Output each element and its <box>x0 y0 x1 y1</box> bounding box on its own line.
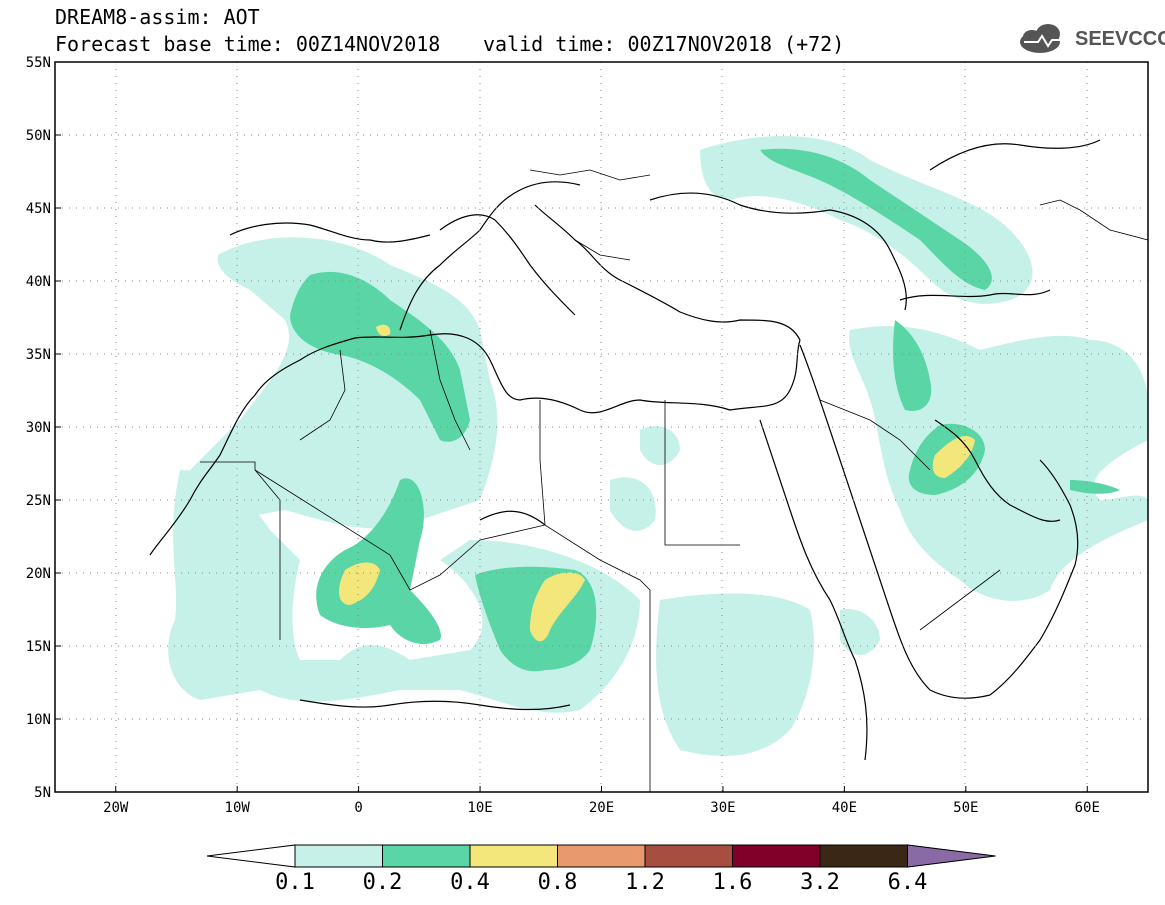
colorbar-level-label: 0.2 <box>363 870 403 895</box>
borders <box>200 169 1148 792</box>
latitude-axis: 55N 50N 45N 40N 35N 30N 25N 20N 15N 10N 5N <box>26 55 61 801</box>
coastlines <box>149 139 1101 761</box>
lon-tick-label: 60E <box>1075 800 1100 816</box>
logo-text: SEEVCCC <box>1075 28 1165 50</box>
lat-tick-label: 25N <box>26 493 51 509</box>
colorbar-swatch <box>382 844 471 868</box>
lat-tick-label: 15N <box>26 639 51 655</box>
lat-tick-label: 55N <box>26 55 51 71</box>
map-title: DREAM8-assim: AOT <box>55 5 260 29</box>
lat-tick-label: 10N <box>26 712 51 728</box>
graticule <box>55 62 1148 792</box>
lat-tick-label: 50N <box>26 128 51 144</box>
lat-tick-label: 30N <box>26 420 51 436</box>
colorbar-level-label: 0.1 <box>275 870 315 895</box>
colorbar: 0.1 0.2 0.4 0.8 1.2 1.6 3.2 6.4 <box>206 844 996 895</box>
colorbar-level-label: 0.8 <box>538 870 578 895</box>
colorbar-level-label: 3.2 <box>800 870 840 895</box>
lon-tick-label: 50E <box>953 800 978 816</box>
colorbar-level-label: 1.6 <box>713 870 753 895</box>
longitude-axis: 20W 10W 0 10E 20E 30E 40E 50E 60E <box>103 786 1100 816</box>
cloud-icon <box>1020 24 1062 53</box>
colorbar-level-label: 6.4 <box>888 870 928 895</box>
lat-tick-label: 5N <box>34 785 51 801</box>
colorbar-under-arrow <box>206 844 296 868</box>
colorbar-swatch <box>732 844 821 868</box>
colorbar-over-arrow <box>907 844 996 868</box>
lat-tick-label: 45N <box>26 201 51 217</box>
lat-tick-label: 40N <box>26 274 51 290</box>
lon-tick-label: 20W <box>103 800 129 816</box>
colorbar-swatch <box>469 844 558 868</box>
colorbar-swatch <box>557 844 646 868</box>
colorbar-level-label: 1.2 <box>625 870 665 895</box>
lon-tick-label: 0 <box>354 800 362 816</box>
colorbar-swatch <box>644 844 733 868</box>
lon-tick-label: 10W <box>225 800 251 816</box>
lat-tick-label: 35N <box>26 347 51 363</box>
lon-tick-label: 30E <box>710 800 735 816</box>
lon-tick-label: 10E <box>467 800 492 816</box>
lon-tick-label: 40E <box>832 800 857 816</box>
colorbar-level-label: 0.4 <box>450 870 490 895</box>
lat-tick-label: 20N <box>26 566 51 582</box>
colorbar-swatch <box>294 844 383 868</box>
lon-tick-label: 20E <box>589 800 614 816</box>
valid-time: valid time: 00Z17NOV2018 (+72) <box>483 32 845 56</box>
colorbar-swatch <box>819 844 908 868</box>
forecast-base-time: Forecast base time: 00Z14NOV2018 <box>55 32 441 56</box>
aot-field <box>168 136 1148 756</box>
